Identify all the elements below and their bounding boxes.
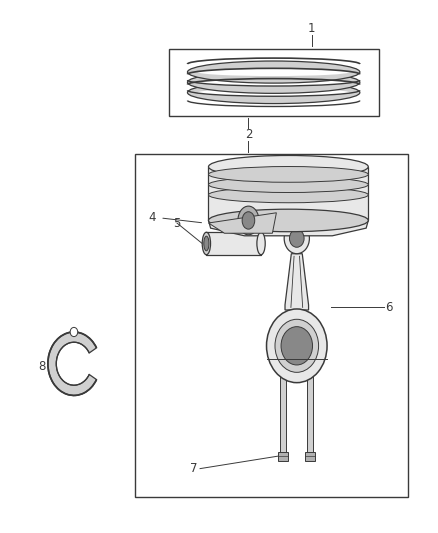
Ellipse shape bbox=[208, 187, 368, 203]
Bar bbox=[135, 154, 408, 497]
Ellipse shape bbox=[187, 82, 360, 103]
Text: 6: 6 bbox=[385, 301, 392, 314]
Ellipse shape bbox=[275, 319, 318, 373]
Ellipse shape bbox=[242, 212, 255, 229]
Text: 1: 1 bbox=[308, 22, 315, 35]
Ellipse shape bbox=[284, 223, 309, 254]
Text: 5: 5 bbox=[173, 216, 180, 230]
Polygon shape bbox=[285, 254, 308, 310]
Polygon shape bbox=[278, 452, 288, 461]
Polygon shape bbox=[48, 332, 96, 395]
Ellipse shape bbox=[208, 177, 368, 192]
Ellipse shape bbox=[257, 232, 265, 255]
Ellipse shape bbox=[198, 88, 350, 96]
Ellipse shape bbox=[238, 206, 259, 235]
Polygon shape bbox=[208, 213, 276, 233]
Ellipse shape bbox=[198, 78, 350, 86]
Polygon shape bbox=[208, 167, 368, 221]
Ellipse shape bbox=[187, 61, 360, 83]
Bar bbox=[169, 49, 379, 116]
Ellipse shape bbox=[208, 156, 368, 178]
Polygon shape bbox=[307, 359, 313, 452]
Ellipse shape bbox=[198, 68, 350, 76]
Text: 2: 2 bbox=[245, 128, 252, 141]
Text: 8: 8 bbox=[39, 360, 46, 373]
Ellipse shape bbox=[266, 309, 327, 383]
Text: 4: 4 bbox=[148, 212, 155, 224]
Ellipse shape bbox=[208, 209, 368, 232]
Text: 7: 7 bbox=[190, 462, 198, 475]
Polygon shape bbox=[208, 221, 368, 236]
Ellipse shape bbox=[290, 229, 304, 247]
Ellipse shape bbox=[281, 327, 313, 365]
Polygon shape bbox=[206, 232, 261, 255]
Polygon shape bbox=[280, 359, 286, 452]
Ellipse shape bbox=[187, 71, 360, 93]
Ellipse shape bbox=[208, 166, 368, 182]
Polygon shape bbox=[305, 452, 315, 461]
Ellipse shape bbox=[204, 236, 209, 251]
Ellipse shape bbox=[202, 232, 211, 255]
Ellipse shape bbox=[70, 327, 78, 337]
